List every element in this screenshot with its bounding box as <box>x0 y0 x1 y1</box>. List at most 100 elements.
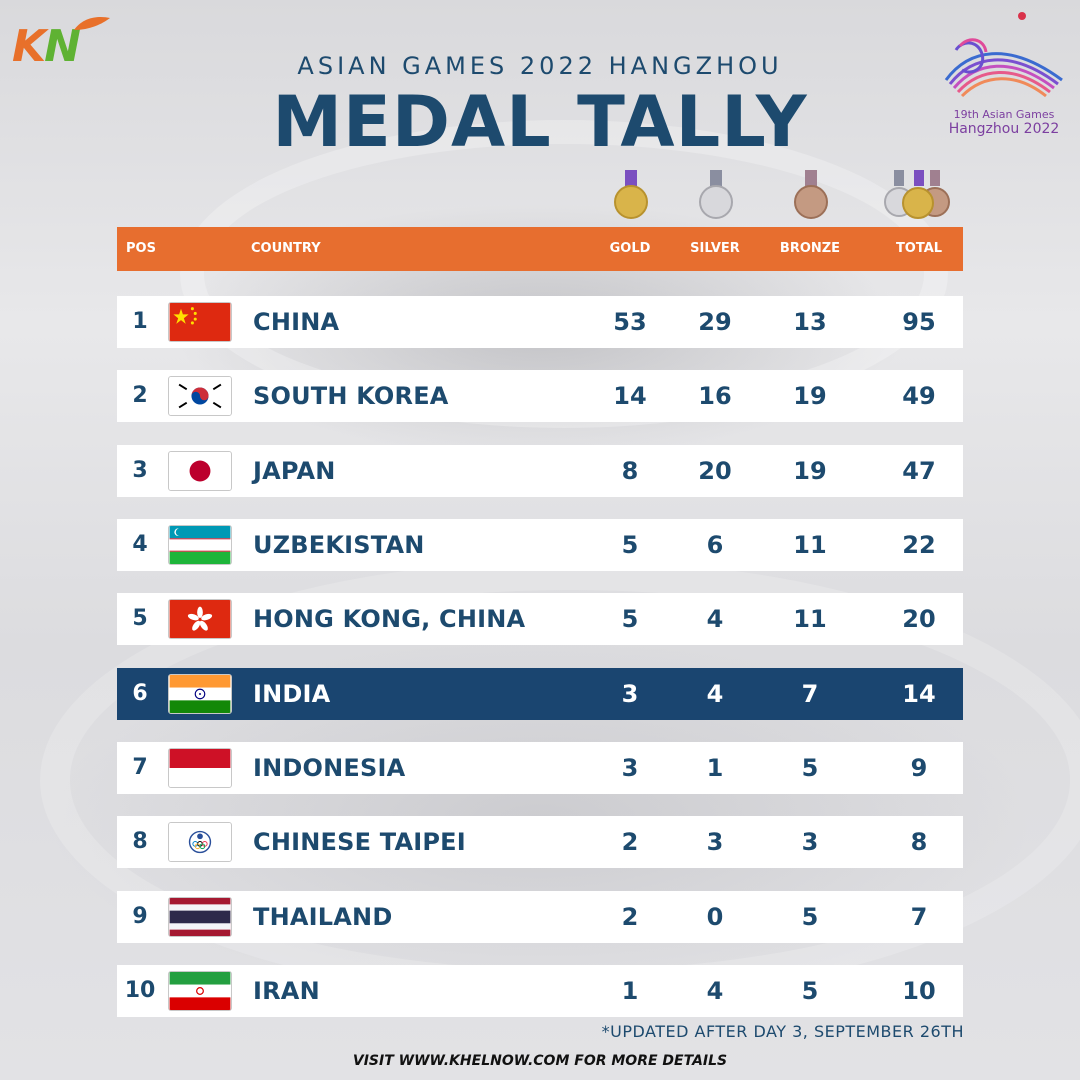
row-silver: 0 <box>706 903 724 931</box>
row-silver: 3 <box>706 828 724 856</box>
row-total: 95 <box>902 308 936 336</box>
row-silver: 29 <box>698 308 732 336</box>
row-bronze: 13 <box>793 308 827 336</box>
row-country: UZBEKISTAN <box>253 531 425 559</box>
row-total: 20 <box>902 605 936 633</box>
header-country: COUNTRY <box>251 241 321 256</box>
row-gold: 2 <box>621 828 639 856</box>
asian-games-emblem-icon <box>944 12 1063 98</box>
row-total: 9 <box>910 754 928 782</box>
logo-letter-k: K <box>12 21 46 72</box>
thailand-flag-icon <box>168 897 232 937</box>
row-pos: 10 <box>124 978 156 1003</box>
table-row: 9 THAILAND 2 0 5 7 <box>117 891 963 943</box>
row-total: 49 <box>902 382 936 410</box>
row-pos: 1 <box>132 309 148 334</box>
row-bronze: 11 <box>793 531 827 559</box>
row-pos: 9 <box>132 904 148 929</box>
row-country: INDIA <box>253 680 331 708</box>
table-row: 2 SOUTH KOREA 14 16 19 49 <box>117 370 963 422</box>
row-silver: 6 <box>706 531 724 559</box>
leaf-icon <box>74 17 110 30</box>
row-gold: 5 <box>621 605 639 633</box>
table-row: 10 IRAN 1 4 5 10 <box>117 965 963 1017</box>
row-country: IRAN <box>253 977 320 1005</box>
row-country: HONG KONG, CHINA <box>253 605 526 633</box>
gold-medal-icon <box>614 170 648 219</box>
row-country: CHINESE TAIPEI <box>253 828 466 856</box>
table-row-highlighted: 6 INDIA 3 4 7 14 <box>117 668 963 720</box>
japan-flag-icon <box>168 451 232 491</box>
row-country: INDONESIA <box>253 754 406 782</box>
row-pos: 3 <box>132 458 148 483</box>
row-silver: 16 <box>698 382 732 410</box>
row-bronze: 5 <box>801 903 819 931</box>
row-gold: 53 <box>613 308 647 336</box>
header-gold: GOLD <box>609 241 651 256</box>
row-bronze: 5 <box>801 977 819 1005</box>
total-medals-icon <box>884 170 950 219</box>
silver-medal-icon <box>699 170 733 219</box>
row-bronze: 7 <box>801 680 819 708</box>
bronze-medal-icon <box>794 170 828 219</box>
table-row: 7 INDONESIA 3 1 5 9 <box>117 742 963 794</box>
row-bronze: 5 <box>801 754 819 782</box>
row-total: 47 <box>902 457 936 485</box>
update-footnote: *UPDATED AFTER DAY 3, SEPTEMBER 26TH <box>601 1022 964 1041</box>
table-row: 4 UZBEKISTAN 5 6 11 22 <box>117 519 963 571</box>
header-pos: POS <box>126 241 156 256</box>
page-title: MEDAL TALLY <box>272 81 808 163</box>
china-flag-icon <box>168 302 232 342</box>
khelnow-logo[interactable]: KN <box>12 17 112 72</box>
header-silver: SILVER <box>690 241 740 256</box>
indonesia-flag-icon <box>168 748 232 788</box>
row-bronze: 11 <box>793 605 827 633</box>
table-header: POS COUNTRY GOLD SILVER BRONZE TOTAL <box>117 227 963 271</box>
page-subtitle: ASIAN GAMES 2022 HANGZHOU <box>297 52 783 80</box>
visit-website-text[interactable]: VISIT WWW.KHELNOW.COM FOR MORE DETAILS <box>352 1053 728 1069</box>
row-country: JAPAN <box>253 457 336 485</box>
row-silver: 20 <box>698 457 732 485</box>
row-pos: 5 <box>132 606 148 631</box>
row-country: THAILAND <box>253 903 393 931</box>
row-bronze: 19 <box>793 457 827 485</box>
row-silver: 4 <box>706 680 724 708</box>
row-bronze: 19 <box>793 382 827 410</box>
header-total: TOTAL <box>895 241 943 256</box>
row-gold: 2 <box>621 903 639 931</box>
iran-flag-icon <box>168 971 232 1011</box>
row-pos: 4 <box>132 532 148 557</box>
row-bronze: 3 <box>801 828 819 856</box>
row-gold: 14 <box>613 382 647 410</box>
games-logo-line2: Hangzhou 2022 <box>948 121 1060 137</box>
table-row: 1 CHINA 53 29 13 95 <box>117 296 963 348</box>
row-pos: 6 <box>132 681 148 706</box>
table-row: 5 HONG KONG, CHINA 5 4 11 20 <box>117 593 963 645</box>
row-total: 14 <box>902 680 936 708</box>
row-silver: 4 <box>706 977 724 1005</box>
asian-games-logo: 19th Asian Games Hangzhou 2022 <box>938 10 1070 140</box>
row-total: 22 <box>902 531 936 559</box>
row-gold: 3 <box>621 754 639 782</box>
row-country: SOUTH KOREA <box>253 382 449 410</box>
row-pos: 8 <box>132 829 148 854</box>
row-gold: 1 <box>621 977 639 1005</box>
row-gold: 5 <box>621 531 639 559</box>
table-row: 8 CHINESE TAIPEI 2 3 3 8 <box>117 816 963 868</box>
row-total: 10 <box>902 977 936 1005</box>
row-total: 8 <box>910 828 928 856</box>
row-country: CHINA <box>253 308 340 336</box>
india-flag-icon <box>168 674 232 714</box>
south-korea-flag-icon <box>168 376 232 416</box>
row-pos: 2 <box>132 383 148 408</box>
table-row: 3 JAPAN 8 20 19 47 <box>117 445 963 497</box>
row-silver: 4 <box>706 605 724 633</box>
row-gold: 3 <box>621 680 639 708</box>
hong-kong-flag-icon <box>168 599 232 639</box>
header-bronze: BRONZE <box>779 241 841 256</box>
row-gold: 8 <box>621 457 639 485</box>
row-total: 7 <box>910 903 928 931</box>
row-silver: 1 <box>706 754 724 782</box>
uzbekistan-flag-icon <box>168 525 232 565</box>
row-pos: 7 <box>132 755 148 780</box>
